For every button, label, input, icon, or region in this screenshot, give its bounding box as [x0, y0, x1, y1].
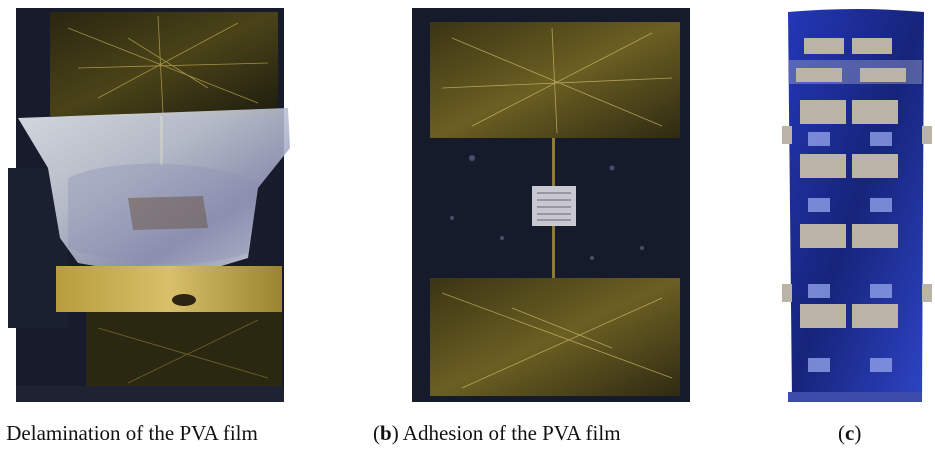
caption-a-text: ) Delamination of the PVA film — [0, 421, 258, 445]
photo-panel-a — [8, 8, 292, 402]
caption-c-letter: c — [845, 421, 855, 445]
electrode-pads — [782, 38, 932, 328]
caption-c-text: ) — [854, 421, 862, 445]
caption-b: (b) Adhesion of the PVA film — [373, 421, 621, 445]
caption-b-text: ) Adhesion of the PVA film — [391, 421, 621, 445]
caption-c: (c) — [838, 421, 862, 445]
photo-panel-c — [782, 8, 932, 402]
delamination-photo — [8, 8, 290, 402]
caption-a: ) Delamination of the PVA film — [0, 420, 258, 446]
photo-panel-b — [412, 8, 690, 402]
caption-b-letter: b — [380, 421, 392, 445]
sensor-elements — [808, 132, 892, 372]
adhesion-photo — [412, 8, 690, 402]
flexible-substrate-photo — [782, 9, 932, 402]
